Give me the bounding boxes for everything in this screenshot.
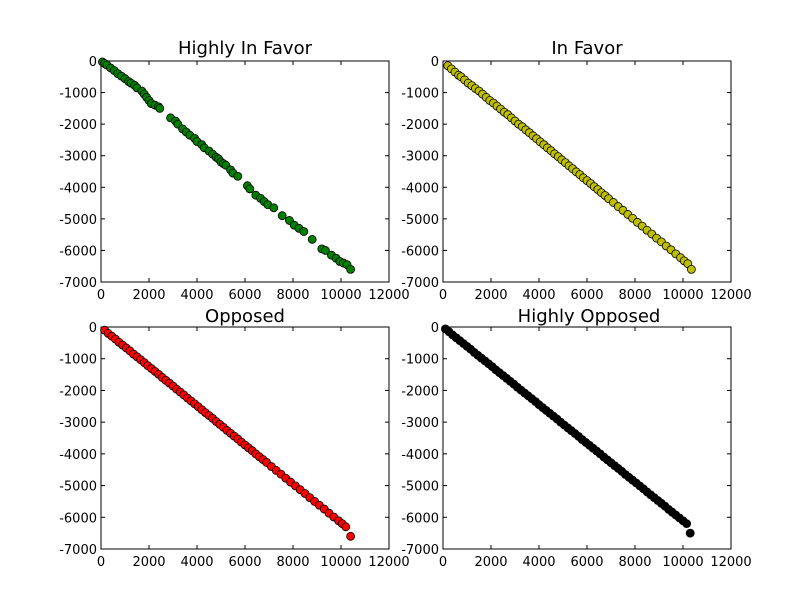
subplot-highly-opposed: Highly Opposed 0 2000 4000 6000 8000 10000 120…: [401, 306, 751, 570]
x-tick-label: 0: [439, 555, 447, 570]
y-tick-label: -5000: [59, 480, 97, 495]
data-point: [155, 103, 165, 113]
subplot-opposed: Opposed 0 2000 4000 6000 8000 10000 12000 0 -100…: [59, 306, 409, 570]
y-tick-label: -2000: [401, 118, 439, 133]
x-tick-label: 2000: [132, 288, 165, 303]
subplot-title: Highly Opposed: [518, 306, 661, 327]
x-tick-label: 10000: [320, 288, 361, 303]
subplot-title: Opposed: [205, 306, 285, 327]
data-point: [299, 227, 309, 236]
y-tick-label: -5000: [401, 480, 439, 495]
x-tick-label: 4000: [522, 288, 555, 303]
y-tick-label: -7000: [59, 543, 97, 558]
x-tick-label: 12000: [368, 555, 409, 570]
x-tick-label: 4000: [180, 288, 213, 303]
y-tick-label: -7000: [401, 543, 439, 558]
data-point: [307, 234, 317, 244]
y-tick-label: 0: [431, 55, 439, 70]
y-tick-label: -4000: [59, 181, 97, 196]
y-tick-label: -7000: [401, 276, 439, 291]
y-tick-label: -7000: [59, 276, 97, 291]
y-tick-label: -2000: [401, 384, 439, 399]
x-tick-label: 2000: [474, 555, 507, 570]
y-tick-label: -4000: [401, 181, 439, 196]
y-tick-label: 0: [431, 321, 439, 336]
y-tick-label: -3000: [401, 150, 439, 165]
data-point: [687, 264, 696, 274]
subplot-title: Highly In Favor: [178, 38, 313, 59]
x-tick-label: 6000: [228, 288, 261, 303]
y-tick-label: 0: [89, 55, 97, 70]
data-point: [233, 171, 243, 181]
y-tick-label: -6000: [401, 244, 439, 259]
x-tick-label: 4000: [180, 555, 213, 570]
y-tick-label: -3000: [59, 416, 97, 431]
x-tick-label: 10000: [320, 555, 361, 570]
y-tick-label: -5000: [401, 213, 439, 228]
data-point: [346, 531, 356, 541]
y-tick-label: -3000: [401, 416, 439, 431]
y-tick-label: -1000: [59, 353, 97, 368]
x-tick-label: 4000: [522, 555, 555, 570]
x-tick-label: 2000: [132, 555, 165, 570]
x-tick-label: 12000: [710, 288, 751, 303]
y-tick-label: -6000: [401, 511, 439, 526]
data-point: [277, 211, 287, 221]
x-tick-label: 6000: [228, 555, 261, 570]
y-tick-label: -1000: [401, 87, 439, 102]
x-tick-label: 2000: [474, 288, 507, 303]
y-tick-label: -1000: [401, 353, 439, 368]
x-tick-label: 8000: [276, 555, 309, 570]
data-point: [685, 528, 695, 538]
x-tick-label: 10000: [662, 288, 703, 303]
x-tick-label: 0: [97, 288, 105, 303]
y-tick-label: -1000: [59, 87, 97, 102]
x-tick-label: 12000: [710, 555, 751, 570]
x-tick-label: 0: [439, 288, 447, 303]
x-tick-label: 8000: [618, 288, 651, 303]
y-tick-label: -5000: [59, 213, 97, 228]
x-tick-label: 10000: [662, 555, 703, 570]
y-tick-label: 0: [89, 321, 97, 336]
subplot-highly-in-favor: Highly In Favor 0 2000 4000 6000 8000 10000 12…: [59, 38, 409, 303]
x-tick-label: 6000: [570, 288, 603, 303]
data-point: [341, 522, 351, 532]
data-point: [320, 246, 330, 255]
y-tick-label: -4000: [401, 448, 439, 463]
subplot-title: In Favor: [551, 38, 623, 59]
x-tick-label: 0: [97, 555, 105, 570]
data-point: [269, 203, 279, 213]
y-tick-label: -6000: [59, 244, 97, 259]
y-tick-label: -4000: [59, 448, 97, 463]
x-tick-label: 8000: [276, 288, 309, 303]
x-tick-label: 8000: [618, 555, 651, 570]
y-tick-label: -2000: [59, 118, 97, 133]
subplot-in-favor: In Favor 0 2000 4000 6000 8000 10000 12000 0 -10…: [401, 38, 751, 303]
y-tick-label: -3000: [59, 150, 97, 165]
x-tick-label: 12000: [368, 288, 409, 303]
data-point: [346, 264, 356, 274]
y-tick-label: -2000: [59, 384, 97, 399]
y-tick-label: -6000: [59, 511, 97, 526]
data-point: [682, 519, 691, 529]
x-tick-label: 6000: [570, 555, 603, 570]
data-point: [245, 184, 255, 194]
